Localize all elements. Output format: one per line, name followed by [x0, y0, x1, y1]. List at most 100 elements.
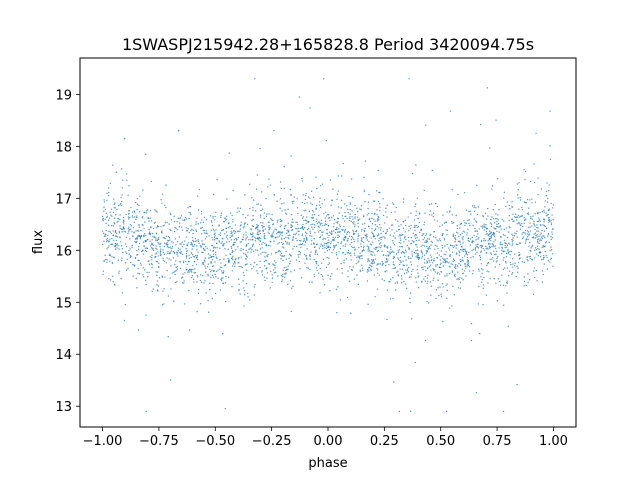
data-point — [114, 202, 116, 204]
data-point — [433, 219, 436, 221]
data-point — [187, 228, 189, 230]
data-point — [348, 235, 351, 238]
data-point — [462, 248, 464, 250]
data-point — [205, 267, 207, 270]
data-point — [417, 253, 419, 256]
data-point — [195, 229, 197, 231]
data-point — [200, 246, 203, 248]
data-point — [425, 234, 427, 236]
data-point — [415, 214, 417, 217]
data-point — [195, 263, 198, 266]
data-point — [429, 254, 431, 256]
data-point — [287, 222, 290, 224]
data-point — [242, 227, 244, 229]
data-point — [277, 231, 279, 234]
data-point — [220, 262, 222, 264]
data-point — [418, 257, 420, 260]
data-point — [322, 258, 325, 261]
data-point — [424, 339, 427, 342]
data-point — [505, 242, 508, 245]
data-point — [296, 228, 298, 230]
data-point — [319, 229, 321, 232]
data-point — [320, 243, 322, 245]
data-point — [510, 250, 513, 253]
data-point — [377, 233, 380, 235]
data-point — [497, 219, 499, 221]
data-point — [279, 225, 282, 228]
data-point — [369, 220, 372, 223]
data-point — [533, 220, 535, 223]
data-point — [390, 224, 393, 226]
data-point — [394, 267, 396, 270]
data-point — [335, 252, 338, 254]
data-point — [396, 271, 398, 273]
data-point — [177, 217, 179, 220]
data-point — [496, 230, 498, 233]
data-point — [227, 248, 229, 251]
data-point — [238, 283, 240, 285]
data-point — [401, 268, 403, 270]
data-point — [379, 206, 381, 209]
data-point — [257, 230, 259, 232]
data-point — [291, 218, 294, 221]
data-point — [176, 265, 178, 268]
data-point — [128, 229, 131, 231]
data-point — [243, 226, 245, 228]
data-point — [295, 232, 298, 234]
data-point — [351, 215, 353, 218]
data-point — [255, 237, 257, 240]
data-point — [190, 252, 193, 254]
data-point — [225, 219, 227, 221]
data-point — [131, 231, 133, 233]
data-point — [124, 303, 127, 306]
data-point — [146, 271, 148, 274]
data-point — [414, 224, 416, 227]
data-point — [194, 237, 197, 240]
data-point — [196, 240, 198, 242]
data-point — [468, 251, 470, 254]
data-point — [243, 305, 245, 307]
data-point — [335, 244, 338, 246]
data-point — [182, 219, 184, 221]
data-point — [214, 219, 216, 221]
data-point — [441, 234, 443, 237]
data-point — [341, 215, 344, 217]
data-point — [109, 279, 112, 281]
data-point — [414, 243, 417, 246]
data-point — [491, 233, 494, 236]
data-point — [229, 212, 232, 214]
data-point — [156, 261, 159, 263]
data-point — [397, 220, 399, 222]
data-point — [277, 243, 279, 245]
data-point — [192, 229, 195, 232]
data-point — [148, 228, 150, 231]
data-point — [320, 262, 323, 264]
data-point — [310, 223, 312, 226]
data-point — [142, 274, 144, 276]
data-point — [151, 263, 153, 266]
data-point — [408, 247, 410, 249]
data-point — [134, 201, 137, 204]
data-point — [416, 249, 419, 251]
x-tick-label: 0.00 — [314, 434, 343, 449]
data-point — [104, 218, 106, 220]
data-point — [513, 220, 515, 222]
data-point — [393, 251, 395, 253]
data-point — [427, 238, 429, 240]
data-point — [400, 224, 402, 226]
data-point — [151, 232, 154, 235]
data-point — [499, 280, 501, 283]
data-point — [214, 292, 217, 295]
data-point — [473, 210, 476, 212]
data-point — [304, 195, 307, 197]
data-point — [196, 245, 198, 247]
data-point — [352, 231, 355, 233]
data-point — [392, 267, 394, 270]
data-point — [408, 248, 410, 251]
data-point — [528, 256, 530, 258]
data-point — [221, 270, 223, 272]
data-point — [437, 287, 439, 289]
data-point — [506, 236, 509, 239]
data-point — [374, 212, 376, 215]
data-point — [318, 204, 321, 206]
